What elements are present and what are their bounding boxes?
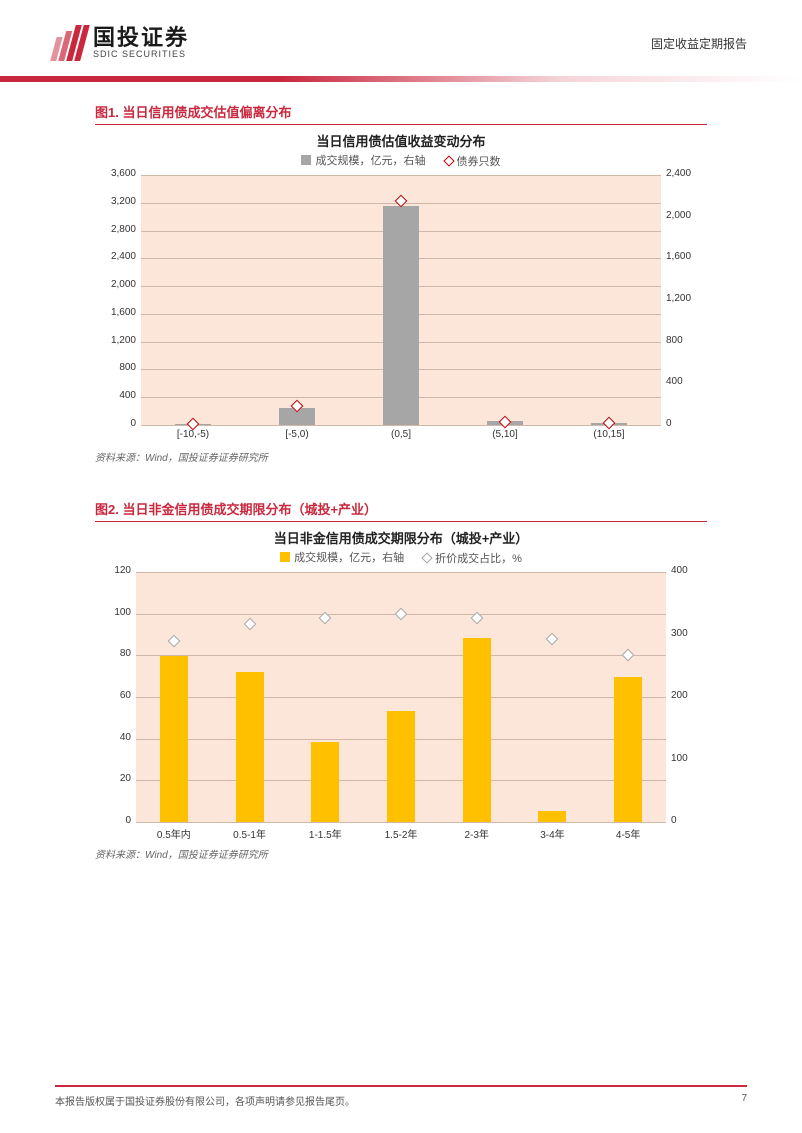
y-axis-right-label: 2,000 — [666, 210, 691, 221]
bar — [614, 677, 642, 822]
legend-bar-swatch — [301, 155, 311, 165]
legend-bar-swatch — [280, 552, 290, 562]
y-axis-left-label: 80 — [96, 648, 131, 659]
y-axis-left-label: 2,400 — [96, 251, 136, 262]
header-subtitle: 固定收益定期报告 — [651, 35, 747, 52]
y-axis-left-label: 3,600 — [96, 168, 136, 179]
logo-block: 国投证券 SDIC SECURITIES — [55, 25, 189, 61]
figure2-label: 图2. 当日非金信用债成交期限分布（城投+产业） — [95, 499, 707, 522]
y-axis-right-label: 1,200 — [666, 293, 691, 304]
y-axis-right-label: 100 — [671, 753, 688, 764]
y-axis-left-label: 800 — [96, 362, 136, 373]
y-axis-left-label: 3,200 — [96, 196, 136, 207]
legend-diamond-swatch — [443, 155, 454, 166]
page-number: 7 — [741, 1093, 747, 1108]
y-axis-right-label: 0 — [666, 418, 672, 429]
y-axis-right-label: 300 — [671, 628, 688, 639]
logo-text: 国投证券 SDIC SECURITIES — [93, 26, 189, 60]
gridline — [136, 655, 666, 656]
y-axis-left-label: 100 — [96, 607, 131, 618]
bar — [387, 711, 415, 822]
chart2-source: 资料来源：Wind，国投证券证券研究所 — [95, 846, 707, 861]
gridline — [141, 425, 661, 426]
x-axis-label: [-10,-5) — [141, 429, 245, 440]
logo-icon — [50, 25, 90, 61]
y-axis-left-label: 2,000 — [96, 279, 136, 290]
y-axis-left-label: 120 — [96, 565, 131, 576]
y-axis-right-label: 200 — [671, 690, 688, 701]
bar — [383, 206, 419, 425]
y-axis-right-label: 1,600 — [666, 251, 691, 262]
y-axis-left-label: 400 — [96, 390, 136, 401]
legend-diamond-label: 债券只数 — [457, 153, 501, 169]
legend-diamond-item: 折价成交占比，% — [423, 550, 522, 566]
x-axis-label: 1.5-2年 — [363, 826, 439, 841]
chart2: 02040608010012001002003004000.5年内0.5-1年1… — [96, 572, 706, 842]
chart2-legend: 成交规模，亿元，右轴 折价成交占比，% — [95, 549, 707, 566]
y-axis-right-label: 800 — [666, 335, 683, 346]
x-axis-label: 3-4年 — [515, 826, 591, 841]
y-axis-right-label: 0 — [671, 815, 677, 826]
bar — [236, 672, 264, 822]
footer-text: 本报告版权属于国投证券股份有限公司，各项声明请参见报告尾页。 — [55, 1093, 355, 1108]
x-axis-label: [-5,0) — [245, 429, 349, 440]
x-axis-label: 2-3年 — [439, 826, 515, 841]
logo-en: SDIC SECURITIES — [93, 50, 189, 60]
legend-bar-label: 成交规模，亿元，右轴 — [315, 152, 425, 168]
y-axis-right-label: 2,400 — [666, 168, 691, 179]
bar — [160, 656, 188, 822]
gridline — [136, 822, 666, 823]
figure1-label: 图1. 当日信用债成交估值偏离分布 — [95, 102, 707, 125]
x-axis-label: 0.5-1年 — [212, 826, 288, 841]
bar — [463, 638, 491, 822]
page-header: 国投证券 SDIC SECURITIES 固定收益定期报告 — [0, 0, 802, 71]
y-axis-left-label: 1,600 — [96, 307, 136, 318]
chart1-source: 资料来源：Wind，国投证券证券研究所 — [95, 449, 707, 464]
y-axis-left-label: 0 — [96, 418, 136, 429]
legend-bar-item: 成交规模，亿元，右轴 — [301, 152, 425, 168]
x-axis-label: 0.5年内 — [136, 826, 212, 841]
bar — [538, 811, 566, 822]
legend-diamond-label: 折价成交占比，% — [435, 550, 522, 566]
chart1-legend: 成交规模，亿元，右轴 债券只数 — [95, 152, 707, 169]
x-axis-label: 1-1.5年 — [287, 826, 363, 841]
legend-bar-label: 成交规模，亿元，右轴 — [294, 549, 404, 565]
page-footer: 本报告版权属于国投证券股份有限公司，各项声明请参见报告尾页。 7 — [55, 1085, 747, 1108]
y-axis-left-label: 40 — [96, 732, 131, 743]
gridline — [136, 697, 666, 698]
x-axis-label: (10,15] — [557, 429, 661, 440]
y-axis-left-label: 20 — [96, 773, 131, 784]
y-axis-left-label: 1,200 — [96, 335, 136, 346]
y-axis-left-label: 60 — [96, 690, 131, 701]
chart2-title: 当日非金信用债成交期限分布（城投+产业） — [95, 528, 707, 547]
legend-diamond-swatch — [421, 552, 432, 563]
x-axis-label: (0,5] — [349, 429, 453, 440]
chart1: 04008001,2001,6002,0002,4002,8003,2003,6… — [96, 175, 706, 445]
content: 图1. 当日信用债成交估值偏离分布 当日信用债估值收益变动分布 成交规模，亿元，… — [0, 102, 802, 861]
gridline — [141, 175, 661, 176]
legend-diamond-item: 债券只数 — [445, 153, 501, 169]
y-axis-right-label: 400 — [671, 565, 688, 576]
y-axis-left-label: 0 — [96, 815, 131, 826]
gridline — [136, 572, 666, 573]
header-divider — [0, 76, 802, 82]
y-axis-right-label: 400 — [666, 376, 683, 387]
bar — [311, 742, 339, 822]
legend-bar-item: 成交规模，亿元，右轴 — [280, 549, 404, 565]
y-axis-left-label: 2,800 — [96, 224, 136, 235]
chart1-title: 当日信用债估值收益变动分布 — [95, 131, 707, 150]
x-axis-label: (5,10] — [453, 429, 557, 440]
x-axis-label: 4-5年 — [590, 826, 666, 841]
logo-cn: 国投证券 — [93, 26, 189, 50]
